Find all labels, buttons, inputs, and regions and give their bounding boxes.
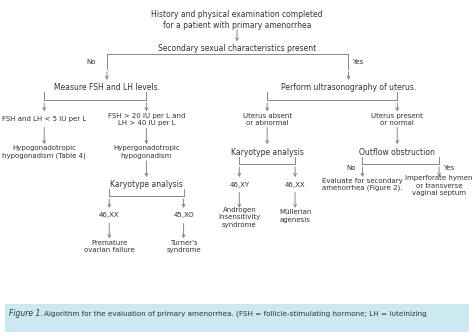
Text: Karyotype analysis: Karyotype analysis <box>231 148 304 156</box>
Text: No: No <box>86 59 95 65</box>
FancyBboxPatch shape <box>5 304 469 332</box>
Text: Hypogonadotropic
hypogonadism (Table 4): Hypogonadotropic hypogonadism (Table 4) <box>2 145 86 159</box>
Text: Uterus present
or normal: Uterus present or normal <box>371 113 423 126</box>
Text: Karyotype analysis: Karyotype analysis <box>110 180 183 189</box>
Text: Müllerian
agenesis: Müllerian agenesis <box>279 209 311 223</box>
Text: 46,XX: 46,XX <box>285 182 305 188</box>
Text: Perform ultrasonography of uterus.: Perform ultrasonography of uterus. <box>281 82 416 91</box>
Text: Uterus absent
or abnormal: Uterus absent or abnormal <box>243 113 292 126</box>
Text: Algorithm for the evaluation of primary amenorrhea. (FSH = follicle-stimulating : Algorithm for the evaluation of primary … <box>44 310 427 317</box>
Text: Yes: Yes <box>352 59 364 65</box>
Text: Hypergonadotropic
hypogonadism: Hypergonadotropic hypogonadism <box>113 145 180 159</box>
Text: FSH and LH < 5 IU per L: FSH and LH < 5 IU per L <box>2 116 86 122</box>
Text: Premature
ovarian failure: Premature ovarian failure <box>84 240 135 253</box>
Text: 46,XY: 46,XY <box>229 182 249 188</box>
Text: Outflow obstruction: Outflow obstruction <box>359 148 435 156</box>
Text: Measure FSH and LH levels.: Measure FSH and LH levels. <box>54 82 160 91</box>
Text: Imperforate hymen
or transverse
vaginal septum: Imperforate hymen or transverse vaginal … <box>405 175 473 196</box>
Text: No: No <box>346 164 356 171</box>
Text: Turner's
syndrome: Turner's syndrome <box>166 240 201 253</box>
Text: 45,XO: 45,XO <box>173 212 194 218</box>
Text: History and physical examination completed
for a patient with primary amenorrhea: History and physical examination complet… <box>151 10 323 29</box>
Text: Evaluate for secondary
amenorrhea (Figure 2).: Evaluate for secondary amenorrhea (Figur… <box>322 178 403 191</box>
Text: FSH > 20 IU per L and
LH > 40 IU per L: FSH > 20 IU per L and LH > 40 IU per L <box>108 113 185 126</box>
Text: Secondary sexual characteristics present: Secondary sexual characteristics present <box>158 44 316 53</box>
Text: 46,XX: 46,XX <box>99 212 119 218</box>
Text: Yes: Yes <box>443 164 454 171</box>
Text: Figure 1.: Figure 1. <box>9 309 43 318</box>
Text: Androgen
insensitivity
syndrome: Androgen insensitivity syndrome <box>218 207 260 228</box>
